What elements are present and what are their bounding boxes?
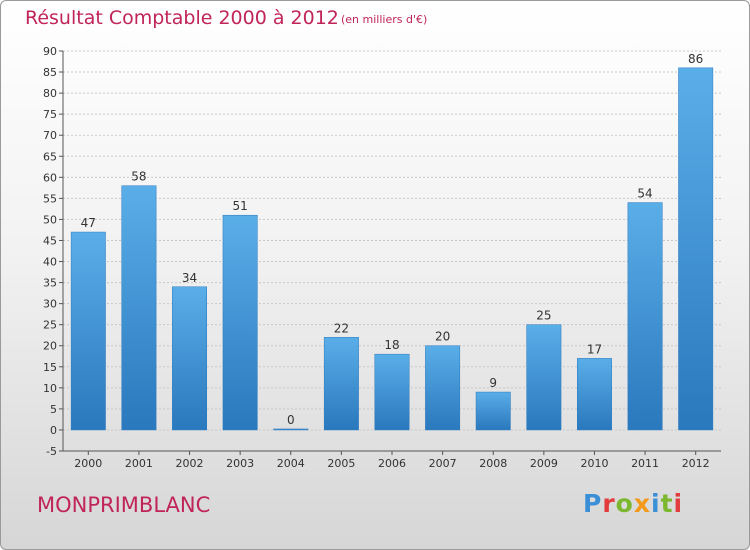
y-tick-label: 80 (43, 87, 57, 100)
bar-2009 (526, 324, 562, 431)
x-tick-label-2011: 2011 (631, 457, 659, 470)
y-tick-label: 30 (43, 298, 57, 311)
data-label-2002: 34 (182, 271, 197, 285)
logo-letter: i (651, 489, 661, 518)
bar-2004 (273, 428, 309, 431)
bar-2001 (121, 185, 157, 431)
bar-2011 (627, 202, 663, 431)
chart-title: Résultat Comptable 2000 à 2012 (25, 7, 339, 29)
y-tick-label: 65 (43, 150, 57, 163)
x-tick-label-2007: 2007 (429, 457, 457, 470)
x-tick-label-2008: 2008 (479, 457, 507, 470)
data-label-2006: 18 (384, 338, 399, 352)
chart-subtitle: (en milliers d'€) (341, 13, 428, 26)
y-tick-label: 25 (43, 319, 57, 332)
data-label-2000: 47 (81, 216, 96, 230)
x-tick-label-2002: 2002 (176, 457, 204, 470)
data-label-2010: 17 (587, 342, 602, 356)
data-label-2011: 54 (637, 187, 652, 201)
y-tick-label: 10 (43, 382, 57, 395)
data-label-2005: 22 (334, 321, 349, 335)
bar-2007 (425, 345, 461, 431)
x-tick-label-2004: 2004 (277, 457, 305, 470)
y-tick-label: 90 (43, 45, 57, 58)
y-tick-label: 70 (43, 129, 57, 142)
x-tick-label-2006: 2006 (378, 457, 406, 470)
y-tick-label: 60 (43, 171, 57, 184)
y-tick-label: 40 (43, 256, 57, 269)
data-label-2001: 58 (131, 170, 146, 184)
logo-letter: x (633, 489, 651, 518)
y-tick-label: 45 (43, 234, 57, 247)
logo-letter: t (660, 489, 674, 518)
y-tick-label: 0 (50, 424, 57, 437)
y-tick-label: 15 (43, 361, 57, 374)
bar-2002 (172, 286, 207, 431)
data-label-2009: 25 (536, 309, 551, 323)
data-label-2012: 86 (688, 52, 703, 66)
logo-letter: r (602, 489, 616, 518)
y-tick-label: 5 (50, 403, 57, 416)
bar-2000 (70, 231, 106, 431)
x-tick-label-2003: 2003 (226, 457, 254, 470)
bar-2003 (222, 214, 258, 431)
commune-name: MONPRIMBLANC (37, 493, 211, 517)
y-tick-label: 50 (43, 213, 57, 226)
logo-letter: P (583, 489, 603, 518)
x-tick-label-2010: 2010 (580, 457, 608, 470)
y-tick-label: 35 (43, 277, 57, 290)
x-tick-label-2009: 2009 (530, 457, 558, 470)
data-label-2008: 9 (489, 376, 497, 390)
bar-2005 (323, 337, 359, 431)
logo-letter: i (673, 489, 684, 518)
bar-2010 (577, 358, 612, 431)
bar-2008 (475, 391, 511, 431)
x-axis: 2000 2001 2002 2003 2004 2005 2006 2007 2008 2009… (63, 450, 721, 470)
x-tick-label-2012: 2012 (682, 457, 710, 470)
y-tick-label: 20 (43, 340, 57, 353)
y-tick-label: -5 (46, 445, 57, 458)
bars: 47 58 34 51 0 22 18 20 9 25 17 54 86 (70, 52, 714, 431)
x-tick-label-2001: 2001 (125, 457, 153, 470)
bar-2006 (374, 353, 410, 431)
x-tick-label-2000: 2000 (74, 457, 102, 470)
data-label-2003: 51 (233, 199, 248, 213)
y-tick-label: 75 (43, 108, 57, 121)
proxiti-logo: Proxiti (583, 489, 683, 518)
y-tick-label: 85 (43, 66, 57, 79)
data-label-2007: 20 (435, 330, 450, 344)
y-axis: -5 0 5 10 15 20 25 30 35 40 45 50 55 60 65 70 75 80 85 90 (43, 45, 64, 458)
x-tick-label-2005: 2005 (327, 457, 355, 470)
y-tick-label: 55 (43, 192, 57, 205)
data-label-2004: 0 (287, 413, 295, 427)
logo-letter: o (615, 489, 634, 518)
bar-2012 (678, 67, 714, 431)
